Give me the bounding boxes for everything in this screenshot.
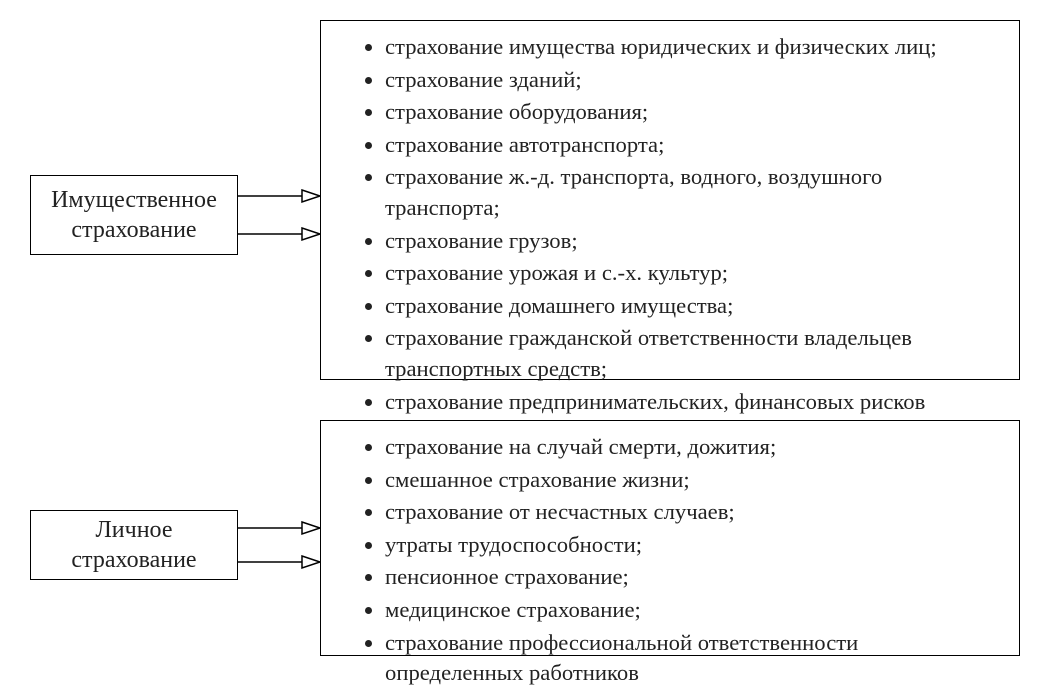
- items-box-property: страхование имущества юридических и физи…: [320, 20, 1020, 380]
- list-item: страхование профессиональной ответственн…: [385, 627, 995, 690]
- items-list-personal: страхование на случай смерти, дожития;см…: [345, 431, 995, 690]
- items-box-personal: страхование на случай смерти, дожития;см…: [320, 420, 1020, 656]
- list-item: страхование грузов;: [385, 225, 995, 258]
- diagram-canvas: Имущественноестрахование страхование иму…: [0, 0, 1043, 674]
- category-box-property: Имущественноестрахование: [30, 175, 238, 255]
- list-item: пенсионное страхование;: [385, 561, 995, 594]
- category-label-personal: Личноестрахование: [71, 515, 196, 575]
- list-item: утраты трудоспособности;: [385, 529, 995, 562]
- list-item: страхование на случай смерти, дожития;: [385, 431, 995, 464]
- list-item: страхование урожая и с.-х. культур;: [385, 257, 995, 290]
- category-label-property: Имущественноестрахование: [51, 185, 217, 245]
- list-item: страхование домашнего имущества;: [385, 290, 995, 323]
- items-list-property: страхование имущества юридических и физи…: [345, 31, 995, 418]
- list-item: страхование предпринимательских, финансо…: [385, 386, 995, 419]
- category-box-personal: Личноестрахование: [30, 510, 238, 580]
- list-item: страхование ж.-д. транспорта, водного, в…: [385, 161, 995, 224]
- list-item: страхование имущества юридических и физи…: [385, 31, 995, 64]
- list-item: страхование гражданской ответственности …: [385, 322, 995, 385]
- list-item: страхование зданий;: [385, 64, 995, 97]
- list-item: смешанное страхование жизни;: [385, 464, 995, 497]
- list-item: страхование автотранспорта;: [385, 129, 995, 162]
- connector-property: [238, 176, 320, 254]
- list-item: страхование от несчастных случаев;: [385, 496, 995, 529]
- connector-personal: [238, 508, 320, 582]
- list-item: медицинское страхование;: [385, 594, 995, 627]
- list-item: страхование оборудования;: [385, 96, 995, 129]
